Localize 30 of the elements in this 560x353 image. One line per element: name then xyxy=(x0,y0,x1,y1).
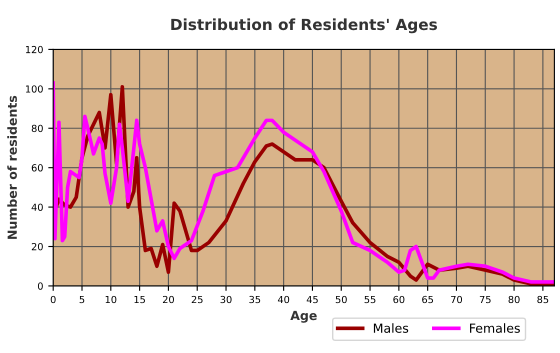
y-tick-label: 100 xyxy=(26,85,43,93)
y-tick-label: 80 xyxy=(32,124,43,132)
x-tick-label: 15 xyxy=(134,296,145,304)
x-tick-label: 40 xyxy=(278,296,290,304)
x-tick-label: 55 xyxy=(364,296,376,304)
x-tick-label: 65 xyxy=(422,296,433,304)
chart-title: Distribution of Residents' Ages xyxy=(171,18,437,34)
x-tick-label: 5 xyxy=(80,296,84,304)
x-tick-label: 70 xyxy=(451,296,462,304)
x-tick-label: 20 xyxy=(162,296,174,304)
y-tick-label: 0 xyxy=(38,282,43,290)
y-tick-label: 40 xyxy=(32,204,43,211)
y-tick-label: 120 xyxy=(26,46,43,54)
x-tick-label: 30 xyxy=(220,296,232,304)
x-tick-label: 50 xyxy=(336,296,347,304)
x-tick-label: 35 xyxy=(249,296,260,304)
legend-label: Females xyxy=(470,323,520,333)
x-tick-label: 0 xyxy=(50,296,56,304)
x-tick-label: 60 xyxy=(393,296,404,304)
x-tick-label: 25 xyxy=(192,296,203,304)
x-tick-label: 75 xyxy=(480,296,491,304)
x-tick-label: 85 xyxy=(537,296,548,304)
y-tick-label: 60 xyxy=(32,164,43,172)
y-tick-label: 20 xyxy=(32,242,43,250)
x-tick-label: 45 xyxy=(306,296,318,304)
legend-label: Males xyxy=(374,323,408,333)
x-tick-label: 10 xyxy=(106,296,116,304)
x-axis-title: Age xyxy=(290,310,317,323)
x-tick-label: 80 xyxy=(508,296,520,304)
y-axis-title: Number of residents xyxy=(7,96,17,239)
